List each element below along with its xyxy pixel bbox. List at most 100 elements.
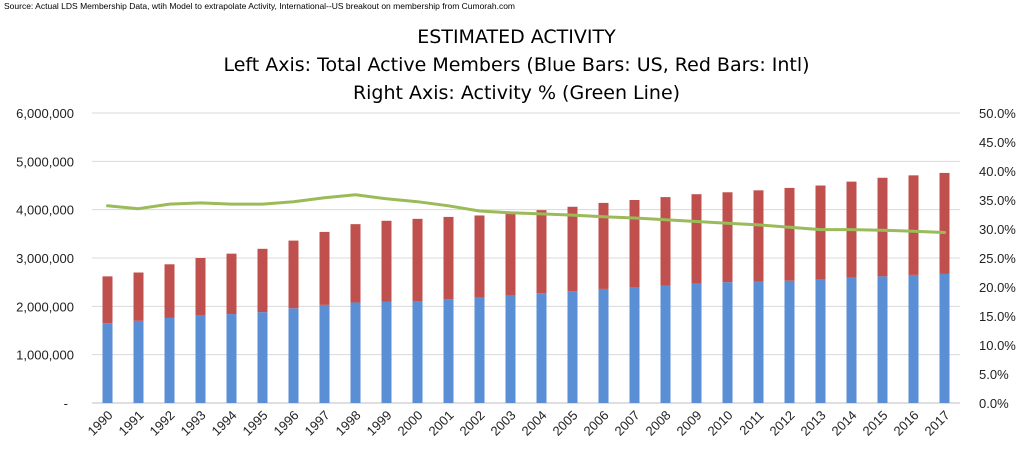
bar-us (691, 283, 702, 403)
bar-series (102, 172, 950, 403)
right-axis-tick-label: 10.0% (979, 338, 1016, 353)
x-axis-ticks: 1990 1991 1992 1993 1994 1995 1996 1997 1998 1999… (85, 408, 953, 439)
bar-us (815, 279, 826, 403)
right-axis-tick-label: 35.0% (979, 193, 1016, 208)
left-axis-tick-label: 2,000,000 (16, 299, 74, 314)
bar-us (598, 288, 609, 403)
x-axis-tick-label: 2017 (922, 408, 953, 439)
bar-intl (288, 240, 299, 309)
chart-title: ESTIMATED ACTIVITY (417, 26, 616, 48)
x-axis-tick-label: 1995 (240, 408, 271, 439)
bar-us (846, 277, 857, 403)
bar-us (505, 295, 516, 403)
x-axis-tick-label: 2006 (581, 408, 612, 439)
bar-us (226, 314, 237, 403)
bar-us (567, 291, 578, 403)
x-axis-tick-label: 1994 (209, 408, 240, 439)
x-axis-tick-label: 1990 (85, 408, 116, 439)
left-axis-tick-label: - (64, 396, 68, 411)
x-axis-tick-label: 2008 (643, 408, 674, 439)
bar-intl (598, 202, 609, 289)
bar-intl (567, 206, 578, 292)
left-axis-ticks: - 1,000,000 2,000,000 3,000,000 4,000,000 5,0… (16, 106, 74, 411)
right-axis-tick-label: 20.0% (979, 280, 1016, 295)
bar-us (629, 287, 640, 403)
source-note: Source: Actual LDS Membership Data, wtih… (4, 1, 516, 11)
left-axis-tick-label: 6,000,000 (16, 106, 74, 121)
bar-us (319, 304, 330, 403)
bar-us (350, 302, 361, 403)
x-axis-tick-label: 2002 (457, 408, 488, 439)
activity-line-series (106, 193, 946, 234)
x-axis-tick-label: 2016 (891, 408, 922, 439)
bar-intl (195, 258, 206, 316)
bar-us (877, 276, 888, 403)
bar-us (536, 293, 547, 403)
bar-intl (815, 185, 826, 280)
activity-line (106, 193, 946, 234)
bar-us (288, 308, 299, 403)
bar-us (660, 285, 671, 403)
x-axis-tick-label: 2001 (426, 408, 457, 439)
x-axis-tick-label: 2005 (550, 408, 581, 439)
bar-intl (412, 218, 423, 302)
right-axis-tick-label: 40.0% (979, 164, 1016, 179)
bar-us (412, 301, 423, 403)
bar-intl (660, 197, 671, 286)
bar-us (257, 312, 268, 403)
right-axis-tick-label: 45.0% (979, 135, 1016, 150)
bar-intl (691, 194, 702, 284)
bar-intl (629, 200, 640, 287)
right-axis-ticks: 0.0% 5.0% 10.0% 15.0% 20.0% 25.0% 30.0% 35.0% 40… (979, 106, 1016, 411)
x-axis-tick-label: 2003 (488, 408, 519, 439)
x-axis-tick-label: 2010 (705, 408, 736, 439)
bar-intl (350, 224, 361, 303)
bar-intl (753, 190, 764, 282)
bar-us (939, 273, 950, 403)
bar-intl (474, 215, 485, 298)
x-axis-tick-label: 1991 (116, 408, 147, 439)
left-axis-tick-label: 1,000,000 (16, 348, 74, 363)
bar-intl (102, 276, 113, 324)
bar-us (443, 299, 454, 403)
x-axis-tick-label: 1996 (271, 408, 302, 439)
bar-us (908, 274, 919, 403)
x-axis-tick-label: 2011 (736, 408, 766, 438)
left-axis-tick-label: 5,000,000 (16, 154, 74, 169)
bar-us (784, 280, 795, 403)
x-axis-tick-label: 1999 (364, 408, 395, 439)
bar-intl (443, 216, 454, 300)
bar-intl (784, 187, 795, 281)
x-axis-tick-label: 1993 (178, 408, 209, 439)
bar-intl (164, 264, 175, 318)
bar-us (164, 317, 175, 403)
bar-intl (133, 272, 144, 321)
x-axis-tick-label: 2007 (612, 408, 643, 439)
x-axis-tick-label: 2013 (798, 408, 829, 439)
bar-intl (226, 253, 237, 315)
bar-us (381, 301, 392, 403)
right-axis-tick-label: 25.0% (979, 251, 1016, 266)
right-axis-tick-label: 15.0% (979, 309, 1016, 324)
bar-intl (257, 248, 268, 313)
x-axis-tick-label: 1992 (147, 408, 178, 439)
x-axis-tick-label: 1997 (302, 408, 333, 439)
chart-subtitle-right-axis: Right Axis: Activity % (Green Line) (352, 82, 681, 104)
right-axis-tick-label: 5.0% (979, 367, 1009, 382)
bar-us (474, 297, 485, 403)
bar-intl (319, 231, 330, 305)
x-axis-tick-label: 2015 (860, 408, 891, 439)
bar-us (753, 281, 764, 403)
bar-intl (505, 213, 516, 296)
bar-us (722, 282, 733, 403)
x-axis-tick-label: 1998 (333, 408, 364, 439)
x-axis-tick-label: 2009 (674, 408, 705, 439)
bar-us (102, 323, 113, 403)
bar-intl (381, 220, 392, 302)
x-axis-tick-label: 2004 (519, 408, 550, 439)
gridlines (92, 112, 960, 404)
bar-intl (939, 172, 950, 274)
left-axis-tick-label: 4,000,000 (16, 203, 74, 218)
bar-us (195, 315, 206, 403)
